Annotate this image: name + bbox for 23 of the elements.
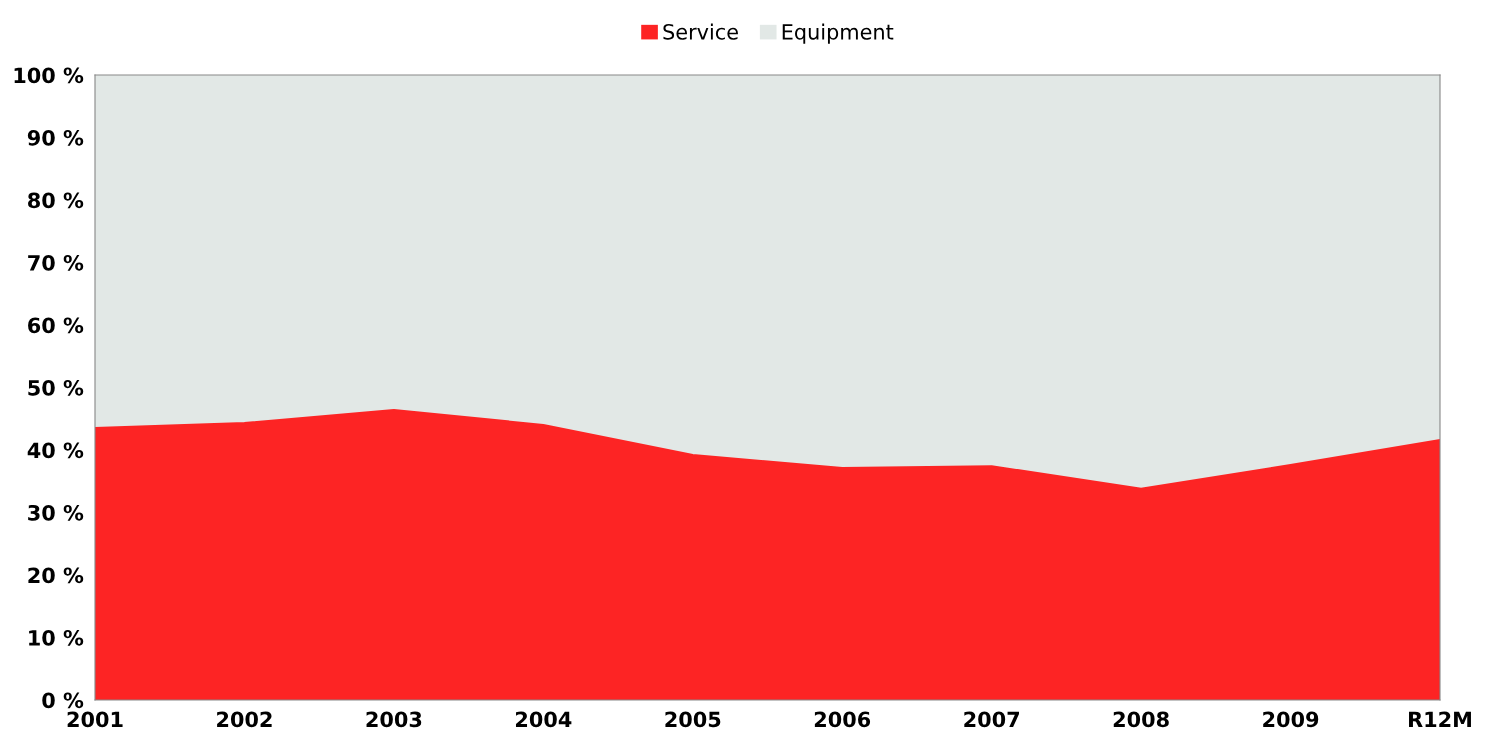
y-tick-label: 40 % xyxy=(27,442,84,459)
y-tick-label: 10 % xyxy=(29,629,84,646)
y-tick-label: 80 % xyxy=(28,192,84,209)
y-tick-label: 50 % xyxy=(28,379,84,396)
x-tick-label: 2007 xyxy=(964,711,1019,728)
x-tick-label: 2008 xyxy=(1113,711,1169,728)
y-tick-label: 30 % xyxy=(28,504,84,521)
y-tick-label: 90 % xyxy=(27,129,84,146)
x-tick-label: 2001 xyxy=(67,711,123,728)
x-tick-label: 2004 xyxy=(515,711,572,728)
legend-label: Equipment xyxy=(782,23,894,44)
x-tick-label: 2005 xyxy=(665,711,721,728)
y-tick-label: 60 % xyxy=(28,317,84,334)
legend-label: Service xyxy=(663,23,738,40)
x-tick-label: 2003 xyxy=(366,711,422,728)
x-tick-label: R12M xyxy=(1409,711,1471,727)
y-tick-label: 70 % xyxy=(28,254,84,271)
y-tick-label: 0 % xyxy=(42,692,84,709)
y-tick-label: 20 % xyxy=(28,567,84,584)
y-tick-label: 100 % xyxy=(14,67,84,84)
x-tick-label: 2002 xyxy=(217,711,272,728)
x-tick-label: 2006 xyxy=(814,711,871,728)
x-tick-label: 2009 xyxy=(1263,711,1319,728)
